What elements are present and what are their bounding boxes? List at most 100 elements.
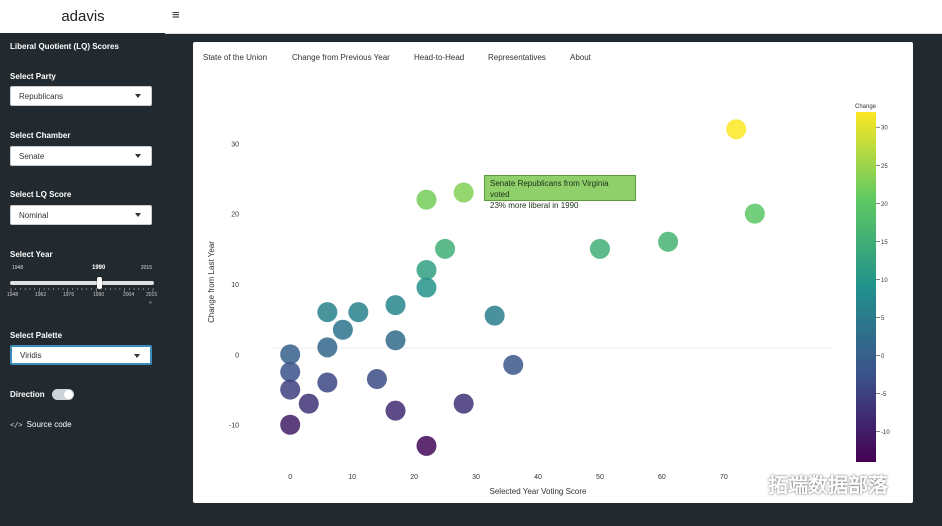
- direction-toggle[interactable]: [52, 389, 74, 400]
- scatter-point[interactable]: [416, 277, 437, 298]
- chamber-select[interactable]: Senate: [10, 146, 152, 166]
- tab-head-to-head[interactable]: Head-to-Head: [414, 53, 465, 62]
- x-tick-label: 70: [720, 474, 728, 481]
- party-select-value: Republicans: [19, 92, 64, 101]
- scatter-point[interactable]: [317, 302, 338, 323]
- year-tick-label: 1948: [7, 292, 19, 298]
- legend-tick-label: 5: [881, 316, 885, 322]
- legend-title: Change: [855, 104, 877, 110]
- point-tooltip: Senate Republicans from Virginia voted 2…: [484, 175, 636, 210]
- tab-state-of-the-union[interactable]: State of the Union: [203, 53, 268, 62]
- palette-select[interactable]: Viridis: [10, 345, 152, 365]
- scatter-point[interactable]: [453, 182, 474, 203]
- chevron-down-icon: [135, 154, 141, 158]
- year-slider-value: 1990: [92, 265, 106, 271]
- y-tick-label: 10: [231, 282, 239, 289]
- year-slider-max: 2015: [140, 265, 152, 271]
- scatter-point[interactable]: [385, 295, 406, 316]
- x-tick-label: 30: [472, 474, 480, 481]
- year-label: Select Year: [10, 250, 53, 259]
- x-tick-label: 20: [410, 474, 418, 481]
- legend-tick-label: -10: [881, 430, 890, 436]
- party-label: Select Party: [10, 72, 56, 81]
- wechat-icon: [736, 475, 762, 498]
- watermark-text: 拓端数据部落: [768, 475, 888, 497]
- year-tick-label: 2015: [146, 292, 158, 298]
- year-tick-label: 1976: [63, 292, 75, 298]
- top-navbar: adavis ≡: [0, 0, 942, 34]
- legend-tick-label: -5: [881, 392, 887, 398]
- scatter-point[interactable]: [744, 203, 765, 224]
- chamber-label: Select Chamber: [10, 131, 71, 140]
- year-slider[interactable]: 1948 1990 2015 1948 1962 1976 1990 2004 …: [7, 265, 158, 313]
- direction-label: Direction: [10, 390, 45, 399]
- scatter-point[interactable]: [453, 393, 474, 414]
- tooltip-line2: 23% more liberal in 1990: [490, 201, 579, 210]
- scatter-point[interactable]: [416, 189, 437, 210]
- tab-change-from-previous-year[interactable]: Change from Previous Year: [292, 53, 390, 62]
- legend-tick-label: 20: [881, 202, 888, 208]
- chamber-select-value: Senate: [19, 152, 45, 161]
- y-tick-label: -10: [229, 423, 239, 430]
- palette-label: Select Palette: [10, 331, 63, 340]
- chevron-down-icon: [135, 94, 141, 98]
- hamburger-icon[interactable]: ≡: [172, 7, 180, 22]
- chevron-down-icon: [134, 354, 140, 358]
- code-icon: </>: [10, 421, 23, 429]
- scatter-point[interactable]: [416, 435, 437, 456]
- scatter-point[interactable]: [348, 302, 369, 323]
- source-code-label: Source code: [26, 420, 72, 429]
- legend-tick-label: 0: [881, 354, 885, 360]
- scatter-point[interactable]: [280, 379, 301, 400]
- scatter-point[interactable]: [484, 305, 505, 326]
- year-slider-min: 1948: [12, 265, 24, 271]
- scatter-point[interactable]: [280, 344, 301, 365]
- scatter-point[interactable]: [280, 361, 301, 382]
- lq-score-select[interactable]: Nominal: [10, 205, 152, 225]
- legend-tick-label: 30: [881, 126, 888, 132]
- y-tick-label: 0: [235, 352, 239, 359]
- scatter-point[interactable]: [317, 372, 338, 393]
- year-slider-handle[interactable]: [97, 277, 102, 289]
- x-tick-label: 10: [348, 474, 356, 481]
- lq-score-select-value: Nominal: [19, 211, 49, 220]
- scatter-point[interactable]: [385, 330, 406, 351]
- scatter-point[interactable]: [385, 400, 406, 421]
- scatter-point[interactable]: [366, 369, 387, 390]
- legend-tick-label: 25: [881, 164, 888, 170]
- scatter-point[interactable]: [503, 354, 524, 375]
- lq-score-label: Select LQ Score: [10, 190, 72, 199]
- y-tick-label: 20: [231, 212, 239, 219]
- chevron-down-icon: [135, 213, 141, 217]
- tooltip-line1: Senate Republicans from Virginia voted: [490, 179, 609, 199]
- app-brand[interactable]: adavis: [61, 8, 105, 25]
- party-select[interactable]: Republicans: [10, 86, 152, 106]
- tab-representatives[interactable]: Representatives: [488, 53, 546, 62]
- scatter-point[interactable]: [435, 238, 456, 259]
- year-slider-more: »: [149, 300, 152, 306]
- year-slider-ticks: [10, 288, 154, 292]
- scatter-point[interactable]: [416, 259, 437, 280]
- year-tick-label: 1990: [93, 292, 105, 298]
- palette-select-value: Viridis: [20, 351, 42, 360]
- main-panel: State of the Union Change from Previous …: [193, 42, 913, 503]
- scatter-point[interactable]: [280, 414, 301, 435]
- legend-tick-label: 15: [881, 240, 888, 246]
- scatter-point[interactable]: [332, 319, 353, 340]
- x-tick-label: 50: [596, 474, 604, 481]
- source-code-link[interactable]: </> Source code: [10, 420, 72, 429]
- tab-about[interactable]: About: [570, 53, 591, 62]
- tab-bar: State of the Union Change from Previous …: [193, 42, 913, 72]
- sidebar-heading: Liberal Quotient (LQ) Scores: [10, 42, 119, 51]
- x-tick-label: 60: [658, 474, 666, 481]
- x-tick-label: 40: [534, 474, 542, 481]
- scatter-point[interactable]: [298, 393, 319, 414]
- watermark: 拓端数据部落: [736, 470, 916, 502]
- scatter-point[interactable]: [317, 337, 338, 358]
- scatter-point[interactable]: [589, 238, 610, 259]
- year-tick-label: 1962: [35, 292, 47, 298]
- scatter-point[interactable]: [726, 119, 747, 140]
- x-tick-label: 0: [288, 474, 292, 481]
- scatter-point[interactable]: [658, 231, 679, 252]
- year-slider-track[interactable]: [10, 281, 154, 285]
